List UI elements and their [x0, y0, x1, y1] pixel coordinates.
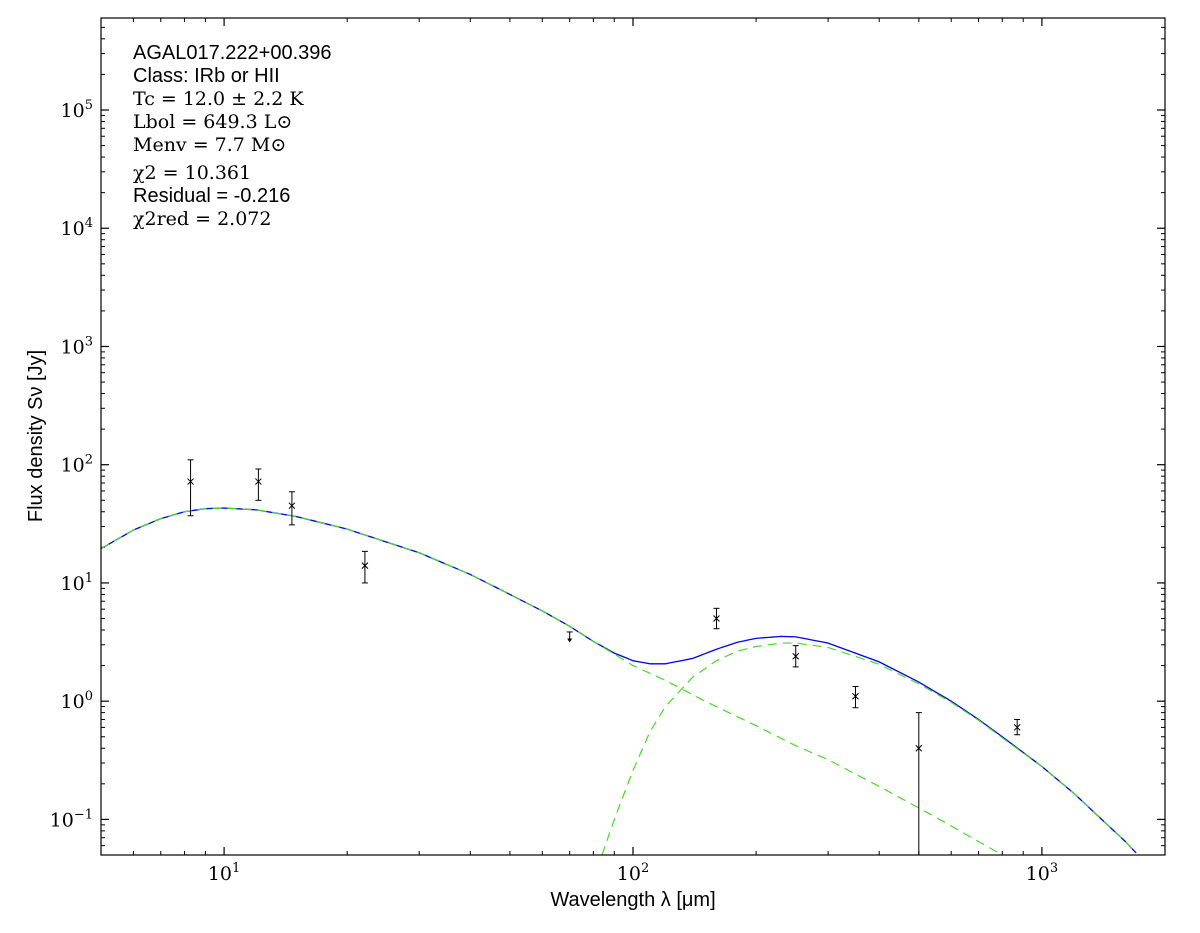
- data-points: [187, 459, 1021, 855]
- x-tick-labels: 101 102 103: [208, 861, 1058, 885]
- annotation-class: Class: IRb or HII: [133, 65, 280, 87]
- x-marker: [792, 652, 800, 660]
- plot-frame: [100, 17, 1166, 856]
- data-point: [361, 550, 369, 584]
- data-point: [288, 491, 296, 526]
- x-marker: [713, 615, 720, 622]
- model-curves: [101, 507, 1137, 855]
- x-marker: [361, 562, 369, 570]
- component-curve-dashed: [101, 507, 1003, 855]
- y-tick-label: 102: [61, 453, 93, 477]
- y-tick-label: 104: [61, 216, 93, 240]
- annotation-luminosity: Lbol = 649.3 L⊙: [133, 111, 292, 133]
- y-tick-labels: 10−1 100 101 102 103 104 105: [50, 98, 93, 831]
- x-tick-label: 103: [1026, 861, 1058, 885]
- annotation-envelope-mass: Menv = 7.7 M⊙: [133, 134, 286, 156]
- major-ticks: [101, 18, 1165, 855]
- plot-background: [101, 18, 1165, 855]
- y-tick-label: 100: [61, 689, 93, 713]
- data-point: [255, 468, 262, 501]
- x-axis-label: Wavelength λ [μm]: [550, 889, 715, 911]
- minor-ticks: [100, 17, 1166, 856]
- y-axis-label: Flux density Sν [Jy]: [25, 350, 47, 522]
- x-tick-label: 101: [208, 861, 240, 885]
- x-marker: [255, 478, 262, 485]
- y-tick-label: 105: [61, 98, 93, 122]
- data-point: [792, 645, 800, 668]
- x-marker: [288, 502, 296, 510]
- data-point: [713, 607, 720, 630]
- data-point: [915, 712, 923, 855]
- y-tick-label: 10−1: [50, 807, 93, 831]
- x-tick-label: 102: [617, 861, 649, 885]
- y-tick-label: 103: [61, 334, 93, 358]
- annotation-temperature: Tc = 12.0 ± 2.2 K: [133, 88, 304, 110]
- x-marker: [915, 744, 923, 752]
- data-point: [1013, 718, 1021, 736]
- annotation-chi-squared: χ2 = 10.361: [133, 162, 251, 184]
- x-marker: [187, 478, 194, 485]
- y-tick-label: 101: [61, 571, 93, 595]
- data-point: [852, 686, 859, 709]
- upper-limit-point: [566, 631, 573, 643]
- data-point: [187, 459, 194, 517]
- fit-annotations: AGAL017.222+00.396 Class: IRb or HII Tc …: [133, 42, 332, 230]
- upper-limit-arrow: [567, 638, 573, 643]
- x-marker: [1013, 724, 1021, 731]
- annotation-source-name: AGAL017.222+00.396: [133, 42, 332, 64]
- x-marker: [852, 692, 859, 700]
- annotation-reduced-chi-squared: χ2red = 2.072: [133, 208, 271, 230]
- annotation-residual: Residual = -0.216: [133, 185, 290, 207]
